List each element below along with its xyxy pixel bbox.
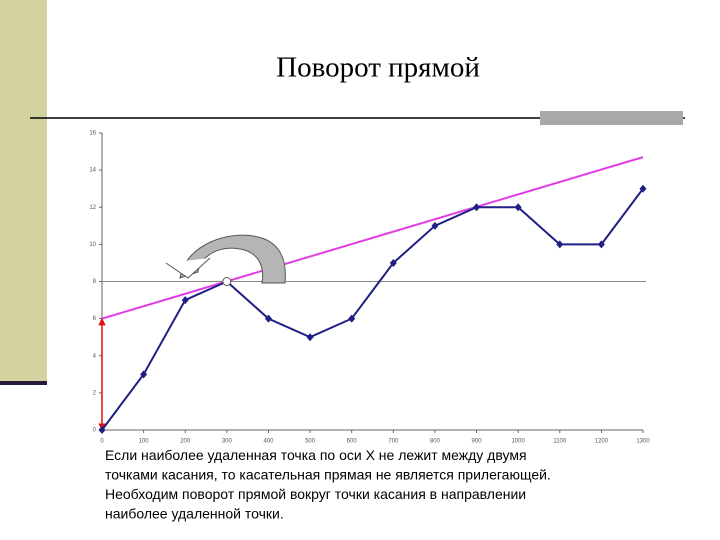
point [389, 258, 397, 267]
x-tick-label: 100 [139, 439, 150, 445]
x-tick-label: 1000 [511, 439, 525, 445]
point [514, 203, 522, 212]
y-tick-label: 12 [89, 205, 96, 211]
x-tick-label: 700 [388, 439, 399, 445]
point [348, 314, 356, 323]
x-tick-label: 1300 [636, 439, 650, 445]
note-line: точками касания, то касательная прямая н… [105, 467, 551, 483]
x-tick-label: 600 [347, 439, 358, 445]
x-tick-label: 800 [430, 439, 441, 445]
x-tick-label: 1200 [595, 439, 609, 445]
point [473, 203, 481, 212]
side-band [0, 0, 47, 383]
y-tick-label: 10 [89, 242, 96, 248]
data-line [101, 188, 644, 431]
rotate-arrow-icon [165, 234, 286, 284]
point [597, 240, 605, 249]
x-tick-label: 200 [180, 439, 191, 445]
point [98, 426, 106, 434]
point [181, 296, 189, 305]
tangent-line [101, 156, 644, 320]
y-tick-label: 4 [93, 353, 97, 359]
x-tick-label: 1100 [553, 439, 567, 445]
x-tick-label: 0 [100, 439, 104, 445]
point [556, 240, 564, 249]
point [264, 314, 272, 323]
point [639, 184, 647, 193]
point [140, 370, 148, 379]
point [431, 221, 439, 230]
rule-block [540, 111, 683, 125]
note-line: Если наиболее удаленная точка по оси X н… [105, 447, 527, 463]
x-tick-label: 500 [305, 439, 316, 445]
y-tick-label: 2 [93, 390, 97, 396]
y-tick-label: 8 [93, 279, 97, 285]
side-band-edge [0, 381, 47, 385]
x-tick-label: 900 [472, 439, 483, 445]
point [306, 333, 314, 342]
y-tick-label: 0 [93, 428, 97, 434]
plot: 0 2 4 6 8 10 12 14 16 0 100 200 300 400 500 600 700 800 90… [89, 131, 650, 445]
slide-title: Поворот прямой [276, 52, 480, 84]
y-tick-label: 6 [93, 316, 97, 322]
x-tick-label: 400 [263, 439, 274, 445]
x-tick-label: 300 [222, 439, 233, 445]
tangent-point [222, 277, 232, 286]
note-line: наиболее удаленной точки. [105, 506, 284, 522]
y-tick-label: 14 [89, 168, 96, 174]
y-tick-label: 16 [89, 131, 96, 137]
note-line: Необходим поворот прямой вокруг точки ка… [105, 486, 526, 502]
